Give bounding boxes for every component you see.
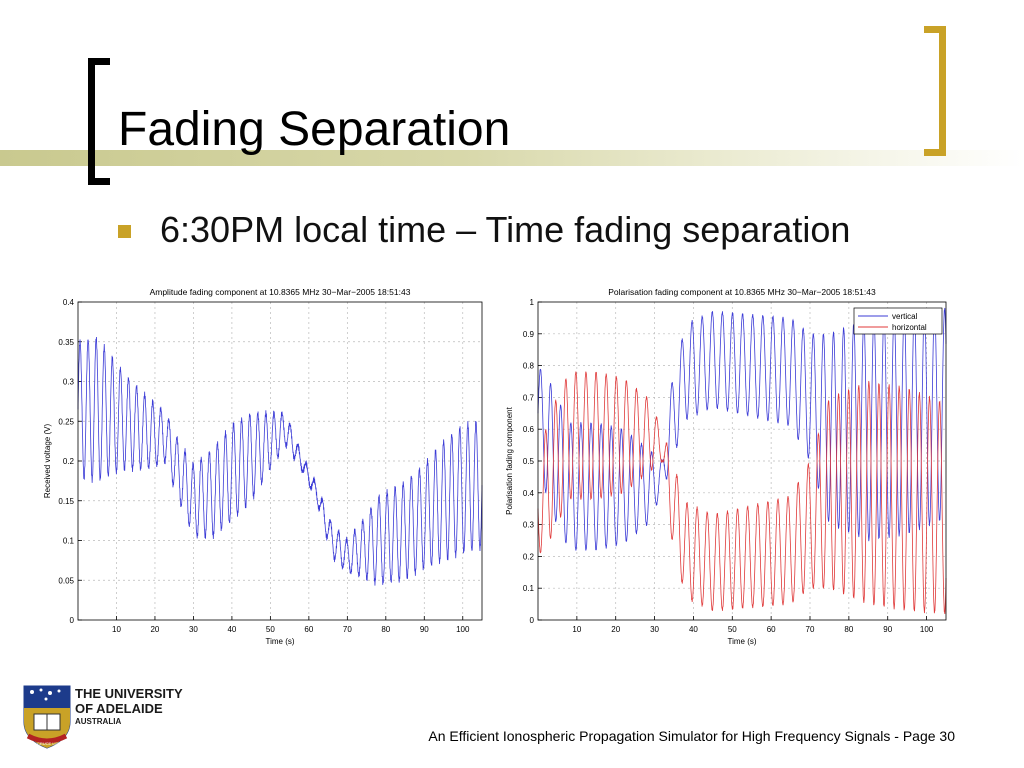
logo-motto: SUB CRUCE LUMEN (27, 741, 67, 746)
polarisation-chart: 10 20 30 40 50 60 70 80 90 100 0 0.1 0.2 0.3 0.4 0.5 0.6… (505, 287, 947, 646)
chart-legend: vertical horizontal (853, 307, 943, 335)
left-bracket-decoration (88, 58, 110, 185)
y-tick-label: 0.3 (63, 378, 75, 387)
chart-title: Polarisation fading component at 10.8365… (608, 287, 876, 297)
y-tick-label: 0.7 (523, 393, 535, 402)
x-tick-label: 70 (806, 625, 815, 634)
x-tick-label: 30 (650, 625, 659, 634)
legend-label-vertical: vertical (892, 312, 918, 321)
x-axis-label: Time (s) (727, 637, 756, 646)
y-tick-label: 0.3 (523, 521, 535, 530)
chart-title: Amplitude fading component at 10.8365 MH… (150, 287, 411, 297)
y-tick-label: 0 (70, 616, 75, 625)
x-tick-label: 80 (381, 625, 390, 634)
x-tick-label: 90 (883, 625, 892, 634)
y-tick-label: 0.5 (523, 457, 535, 466)
x-tick-label: 80 (844, 625, 853, 634)
footer-text: An Efficient Ionospheric Propagation Sim… (428, 728, 955, 744)
x-tick-label: 60 (304, 625, 313, 634)
logo-line2: OF ADELAIDE (75, 701, 163, 716)
plot-frame (77, 301, 483, 621)
plot-frame (537, 301, 947, 621)
y-tick-label: 0.4 (523, 489, 535, 498)
series-line-horizontal (537, 371, 947, 615)
x-axis-label: Time (s) (265, 637, 294, 646)
y-tick-label: 0.1 (63, 537, 75, 546)
right-bracket-decoration (924, 26, 946, 156)
y-tick-label: 1 (530, 298, 535, 307)
bullet-square-icon (118, 225, 131, 238)
y-axis-label: Received voltage (V) (43, 424, 52, 499)
legend-box (853, 307, 943, 335)
x-tick-label: 60 (767, 625, 776, 634)
university-crest-icon (23, 685, 71, 749)
y-tick-label: 0.9 (523, 330, 535, 339)
x-tick-label: 100 (920, 625, 934, 634)
y-tick-label: 0.8 (523, 362, 535, 371)
y-tick-label: 0.15 (58, 497, 74, 506)
slide-title: Fading Separation (118, 103, 511, 156)
y-tick-label: 0 (530, 616, 535, 625)
x-tick-label: 30 (189, 625, 198, 634)
y-tick-label: 0.4 (63, 298, 75, 307)
x-tick-label: 100 (456, 625, 470, 634)
legend-label-horizontal: horizontal (892, 323, 927, 332)
y-tick-label: 0.35 (58, 338, 74, 347)
x-tick-label: 50 (266, 625, 275, 634)
series-line-vertical (537, 307, 947, 551)
logo-line3: AUSTRALIA (75, 717, 122, 726)
y-tick-label: 0.25 (58, 417, 74, 426)
x-tick-label: 40 (227, 625, 236, 634)
y-tick-label: 0.2 (523, 552, 535, 561)
x-tick-label: 10 (572, 625, 581, 634)
amplitude-chart: 10 20 30 40 50 60 70 80 90 100 0 0.05 0.1 0.15 0.2 0.25… (43, 287, 483, 646)
x-tick-label: 20 (150, 625, 159, 634)
series-line-series-0 (77, 337, 483, 586)
y-tick-label: 0.05 (58, 576, 74, 585)
x-tick-label: 70 (343, 625, 352, 634)
y-tick-label: 0.1 (523, 584, 535, 593)
x-tick-label: 50 (728, 625, 737, 634)
title-underline-bar (0, 150, 1024, 166)
y-tick-label: 0.6 (523, 425, 535, 434)
bullet-text: 6:30PM local time – Time fading separati… (160, 209, 851, 250)
x-tick-label: 90 (420, 625, 429, 634)
y-axis-label: Polarisation fading component (505, 406, 514, 514)
logo-line1: THE UNIVERSITY (75, 686, 183, 701)
x-tick-label: 10 (112, 625, 121, 634)
y-tick-label: 0.2 (63, 457, 75, 466)
x-tick-label: 20 (611, 625, 620, 634)
x-tick-label: 40 (689, 625, 698, 634)
university-logo: THE UNIVERSITY OF ADELAIDE AUSTRALIA SUB… (22, 684, 183, 750)
